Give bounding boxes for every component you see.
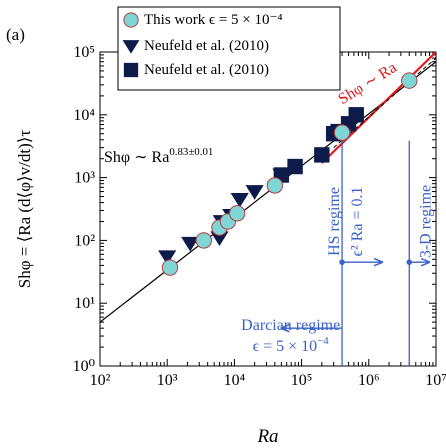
threeD-label: 3-D regime	[417, 185, 434, 258]
data-point-square	[287, 159, 302, 174]
y-tick-label: 10⁴	[73, 107, 95, 124]
legend-label: Neufeld et al. (2010)	[144, 38, 269, 54]
panel-label: (a)	[6, 25, 25, 44]
y-tick-label: 10³	[74, 170, 95, 187]
y-tick-label: 10⁰	[73, 358, 95, 375]
fit-annotation: Shφ ∼ Ra0.83±0.01	[104, 146, 213, 166]
y-tick-label: 10⁵	[73, 44, 95, 61]
y-tick-label: 10¹	[74, 295, 95, 312]
x-tick-label: 10⁷	[425, 372, 446, 389]
legend-label: Neufeld et al. (2010)	[144, 62, 269, 78]
darcian-label: Darcian regime	[241, 317, 340, 334]
data-point-circle	[196, 233, 211, 248]
legend-marker-circle	[124, 13, 138, 27]
data-point-square	[314, 147, 329, 162]
data-point-circle	[162, 260, 177, 275]
legend: This work ϵ = 5 × 10⁻⁴ Neufeld et al. (20…	[118, 7, 340, 90]
legend-marker-square	[124, 63, 138, 77]
x-tick-label: 10⁶	[358, 372, 380, 389]
darcian-epsilon-label: ϵ = 5 × 10−4	[253, 335, 330, 355]
hs-condition-label: ϵ² Ra = 0.1	[349, 186, 366, 256]
legend-label: This work ϵ = 5 × 10⁻⁴	[144, 12, 283, 28]
y-tick-label: 10²	[74, 232, 95, 249]
data-point-triangle-down	[231, 193, 249, 208]
x-tick-label: 10⁵	[291, 372, 313, 389]
data-point-circle	[229, 206, 244, 221]
red-annotation: Shφ ∼ Ra	[335, 59, 399, 108]
hs-label: HS regime	[326, 187, 343, 256]
x-tick-label: 10⁴	[224, 372, 246, 389]
x-axis-label: Ra	[256, 426, 278, 447]
data-point-circle	[267, 178, 282, 193]
data-point-circle	[402, 73, 417, 88]
data-point-circle	[334, 125, 349, 140]
y-axis-label: Shφ = ⟨Ra (d⟨φ⟩v/dt)⟩τ	[15, 130, 34, 289]
x-tick-label: 10³	[157, 372, 178, 389]
data-point-square	[349, 107, 364, 122]
